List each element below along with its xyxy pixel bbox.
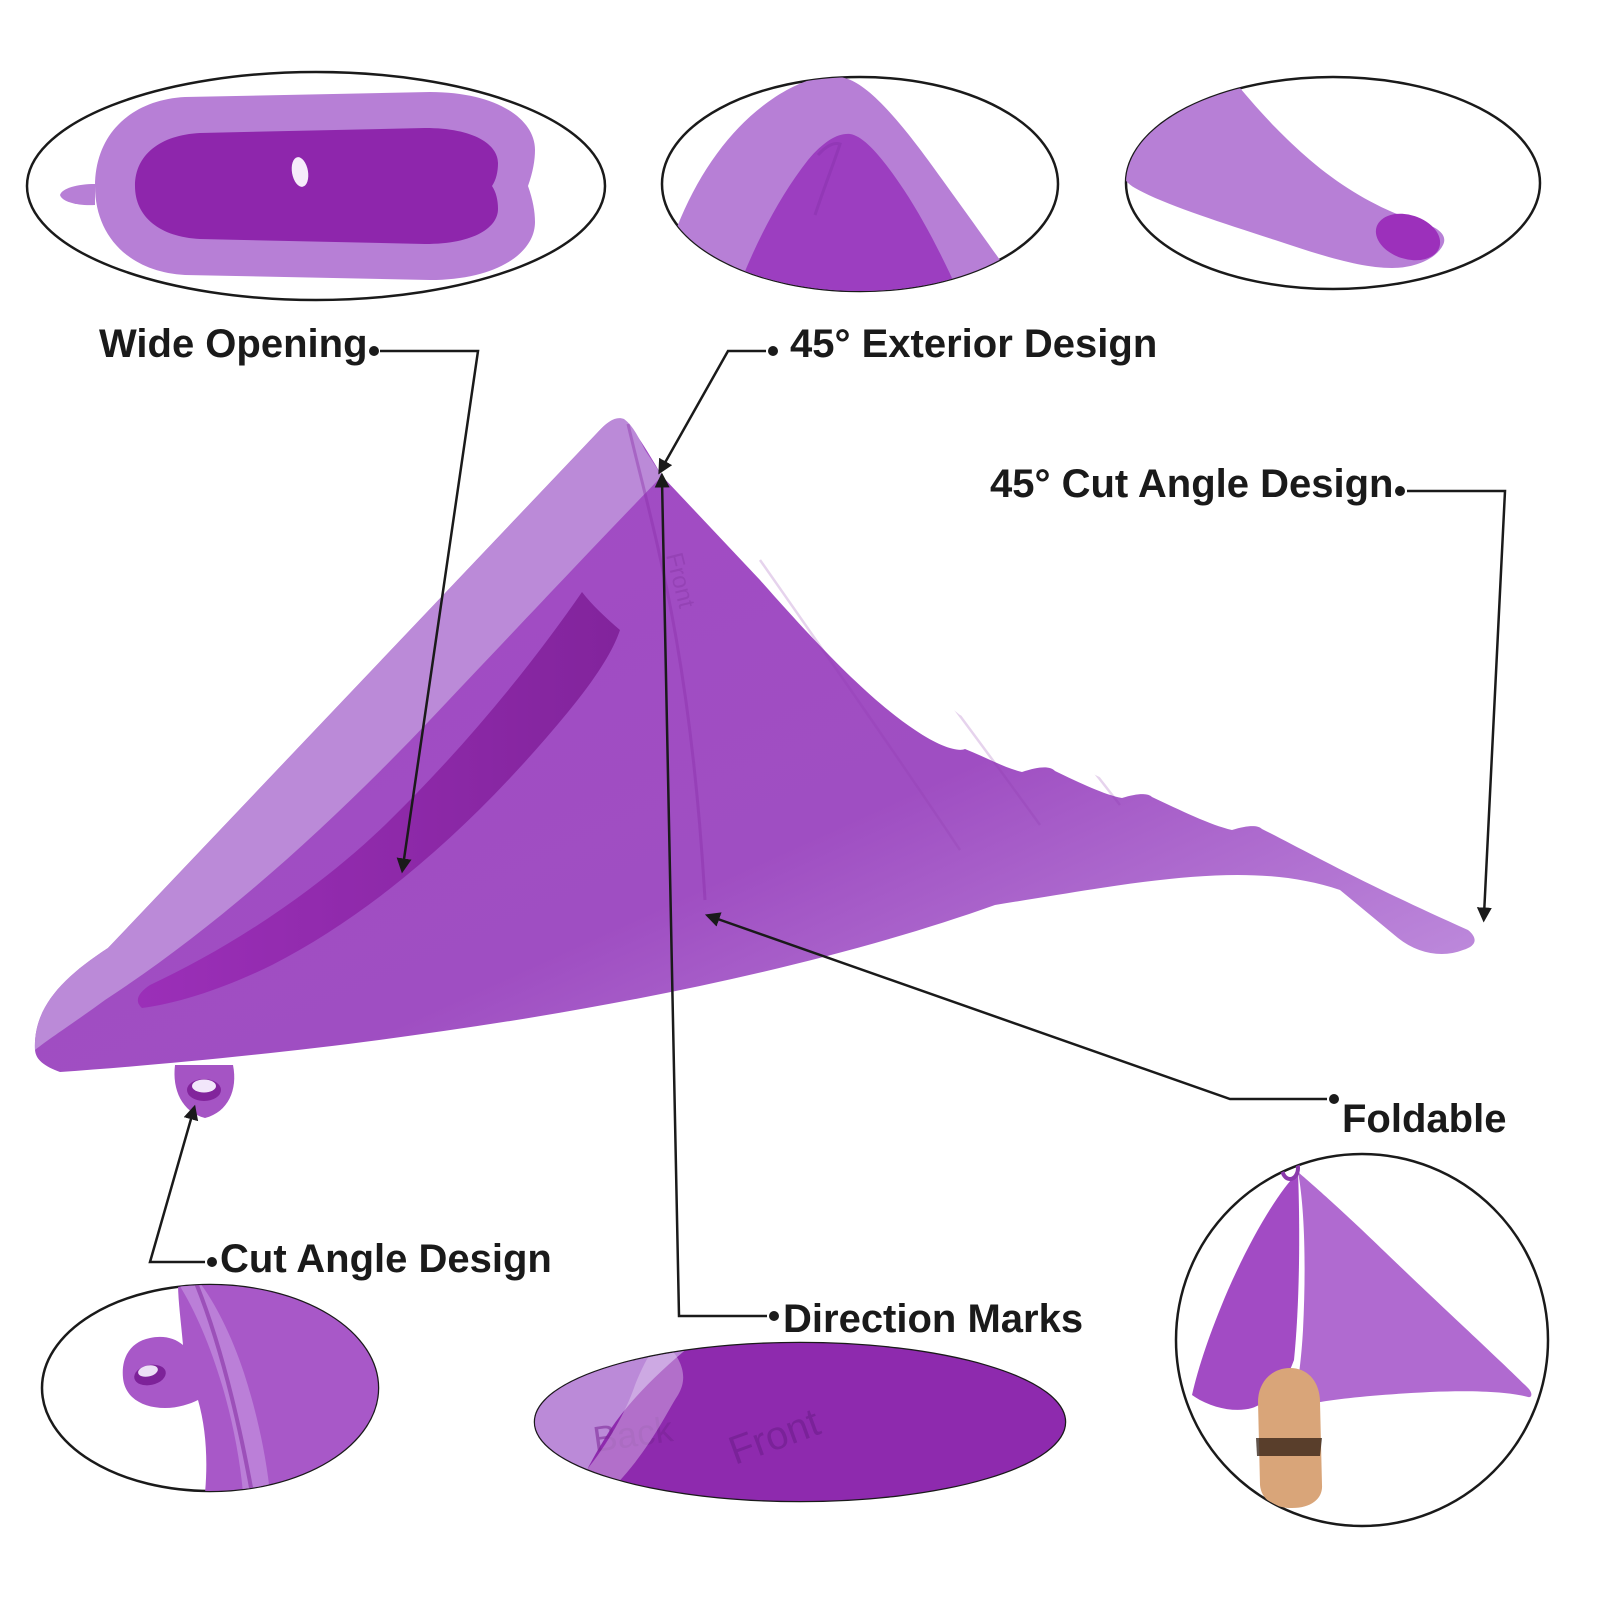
svg-text:Cut Angle Design: Cut Angle Design	[220, 1237, 552, 1281]
svg-text:Foldable: Foldable	[1342, 1097, 1506, 1141]
svg-text:Direction Marks: Direction Marks	[783, 1297, 1083, 1341]
svg-text:Wide Opening: Wide Opening	[99, 322, 368, 366]
svg-text:45° Exterior Design: 45° Exterior Design	[790, 322, 1157, 366]
svg-text:45° Cut Angle Design: 45° Cut Angle Design	[990, 462, 1393, 506]
